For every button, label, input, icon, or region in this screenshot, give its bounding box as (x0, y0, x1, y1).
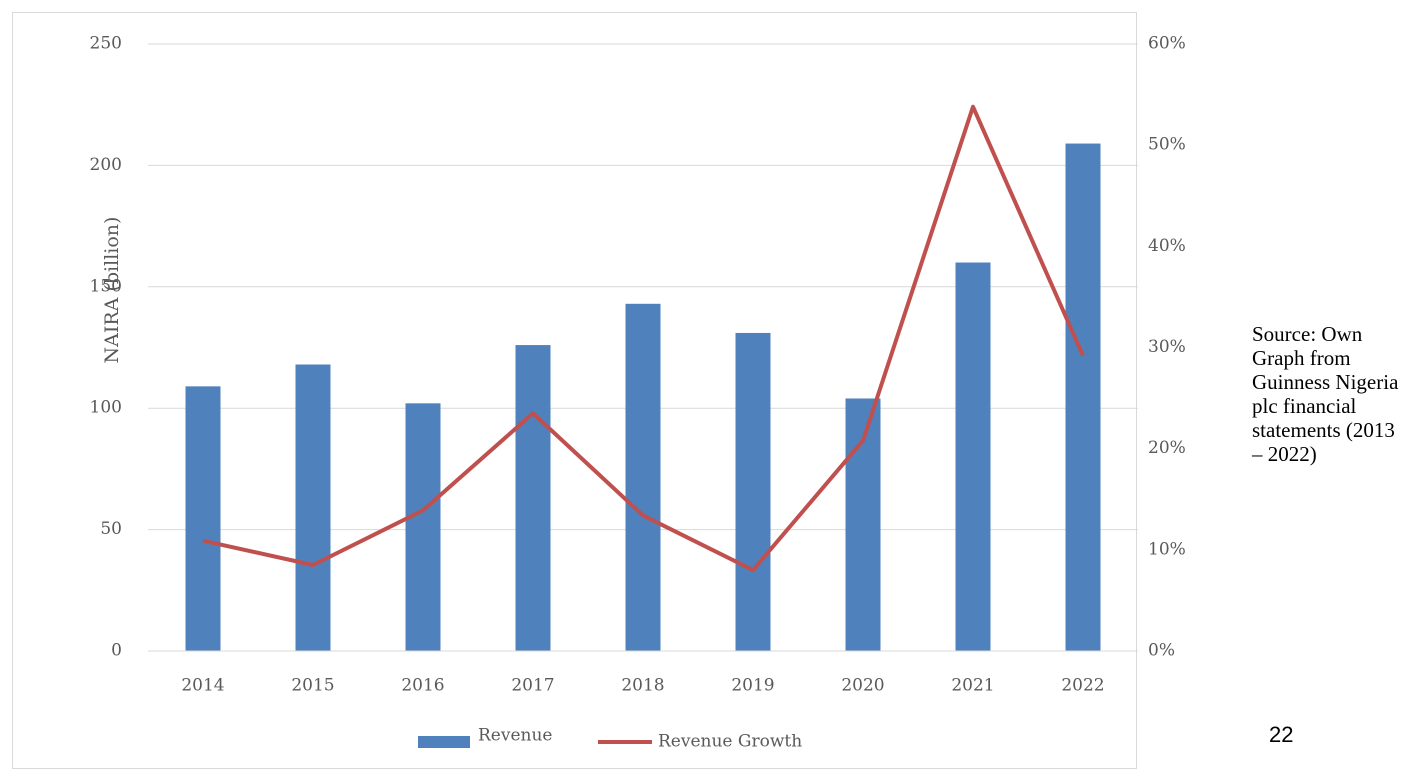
y2-tick-label: 60% (1148, 34, 1186, 54)
bar (295, 364, 331, 651)
bar (1065, 143, 1101, 651)
y-tick-label: 250 (90, 34, 122, 54)
bar (515, 345, 551, 651)
y2-tick-label: 30% (1148, 337, 1186, 357)
x-tick-label: 2018 (621, 676, 664, 696)
x-tick-label: 2014 (181, 676, 224, 696)
x-tick-label: 2019 (731, 676, 774, 696)
y2-tick-label: 40% (1148, 236, 1186, 256)
legend-swatch (418, 736, 470, 748)
x-tick-label: 2022 (1061, 676, 1104, 696)
y-tick-label: 150 (90, 276, 122, 296)
bar (625, 303, 661, 651)
y2-tick-label: 10% (1148, 539, 1186, 559)
legend-label: Revenue Growth (658, 732, 802, 752)
page-number: 22 (1269, 722, 1294, 747)
legend-label: Revenue (478, 726, 552, 746)
bar (185, 386, 221, 651)
bar (735, 332, 771, 651)
x-tick-label: 2017 (511, 676, 554, 696)
bar (955, 262, 991, 651)
line (202, 104, 1085, 573)
x-tick-label: 2016 (401, 676, 444, 696)
x-tick-label: 2015 (291, 676, 334, 696)
y-tick-label: 0 (111, 641, 122, 661)
x-tick-label: 2020 (841, 676, 884, 696)
x-tick-label: 2021 (951, 676, 994, 696)
y2-tick-label: 50% (1148, 135, 1186, 155)
y2-tick-label: 0% (1148, 641, 1175, 661)
y-tick-label: 100 (90, 398, 122, 418)
y-tick-label: 50 (100, 519, 122, 539)
y2-tick-label: 20% (1148, 438, 1186, 458)
y-axis-label: NAIRA (billion) (101, 217, 123, 364)
source-note: Source: Own Graph from Guinness Nigeria … (1252, 322, 1399, 466)
y-tick-label: 200 (90, 155, 122, 175)
bar (405, 403, 441, 651)
